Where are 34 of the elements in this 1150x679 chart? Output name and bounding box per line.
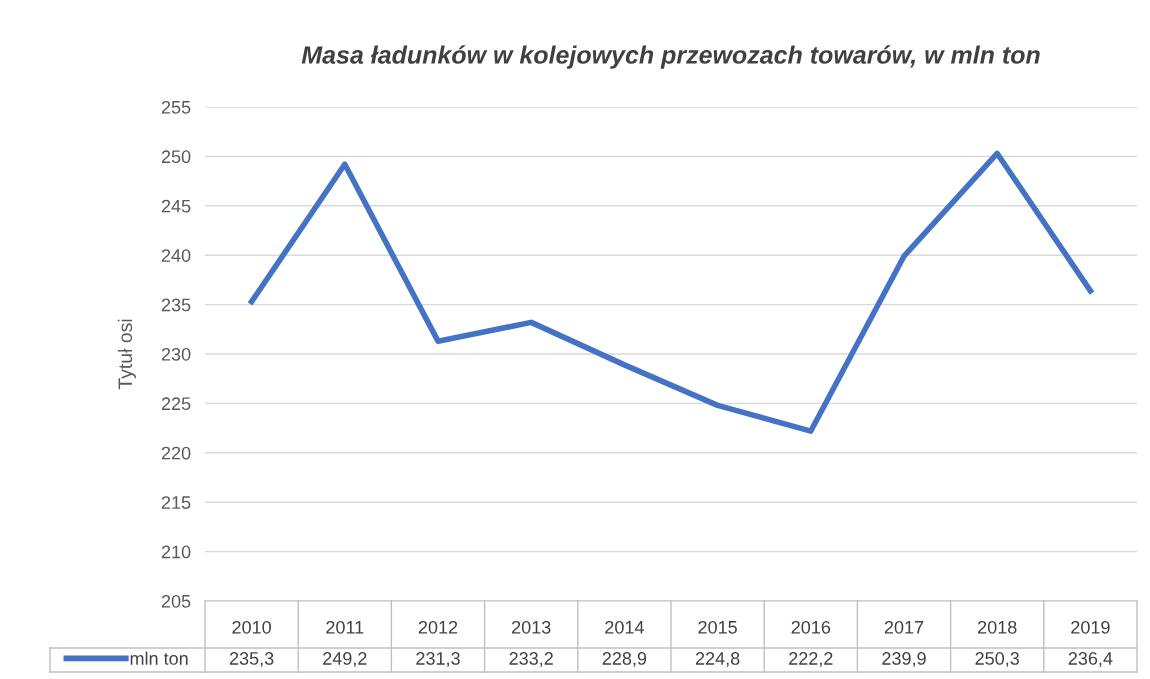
- y-tick-label: 215: [161, 496, 191, 509]
- x-tick-label: 2010: [232, 620, 271, 634]
- y-axis-title: Tytuł osi: [117, 319, 136, 390]
- x-tick-label: 2012: [418, 620, 458, 634]
- data-label: 235,3: [229, 652, 274, 667]
- y-tick-label: 205: [161, 594, 191, 608]
- x-tick-label: 2011: [326, 620, 364, 634]
- x-tick-label: 2013: [512, 620, 551, 634]
- y-tick-label: 210: [161, 545, 191, 559]
- y-tick-label: 235: [161, 298, 191, 312]
- x-tick-label: 2017: [884, 620, 924, 634]
- data-label: 224,8: [695, 652, 740, 667]
- data-label: 231,3: [416, 652, 460, 667]
- y-tick-label: 240: [161, 249, 191, 262]
- data-label: 236,4: [1068, 652, 1113, 667]
- data-label: 233,2: [509, 652, 553, 667]
- data-label: 222,2: [789, 652, 833, 667]
- x-tick-label: 2016: [791, 620, 831, 634]
- x-tick-label: 2015: [698, 620, 737, 634]
- y-tick-label: 255: [161, 100, 191, 114]
- data-label: 239,9: [882, 652, 926, 667]
- x-tick-label: 2014: [605, 620, 644, 634]
- y-tick-label: 220: [161, 446, 191, 460]
- chart-title: Masa ładunków w kolejowych przewozach towarów, w mln ton: [301, 45, 1040, 69]
- data-label: 228,9: [602, 652, 647, 667]
- x-tick-label: 2018: [978, 620, 1017, 634]
- data-label: 250,3: [975, 652, 1019, 667]
- x-tick-label: 2019: [1071, 620, 1110, 634]
- y-tick-label: 245: [161, 199, 191, 213]
- y-tick-label: 250: [161, 150, 191, 164]
- y-tick-label: 225: [161, 397, 191, 411]
- y-tick-label: 230: [161, 347, 191, 361]
- data-label: 249,2: [323, 652, 367, 667]
- legend-label: mln ton: [130, 651, 188, 665]
